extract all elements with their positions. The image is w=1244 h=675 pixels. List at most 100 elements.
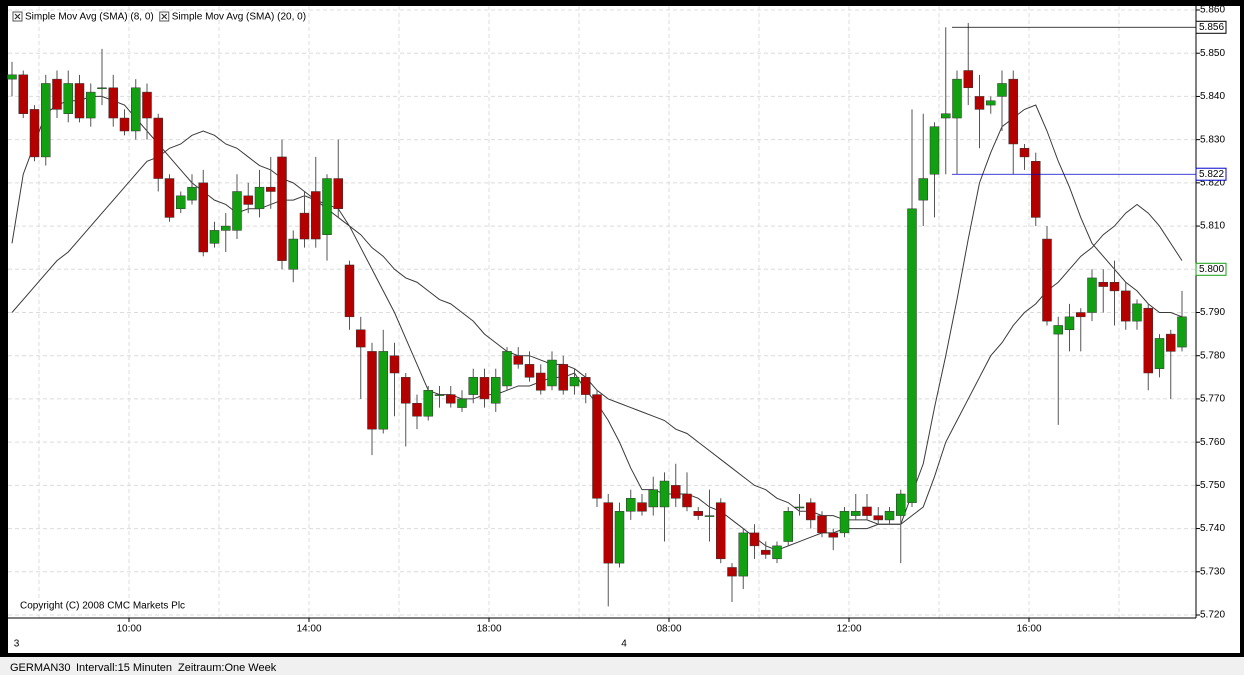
candle-body bbox=[1031, 161, 1041, 218]
candle-body bbox=[536, 372, 546, 391]
candle-body bbox=[1076, 312, 1086, 318]
candle-body bbox=[817, 515, 827, 534]
y-tick-label: 5.790 bbox=[1200, 307, 1225, 318]
legend-label: Simple Mov Avg (SMA) (20, 0) bbox=[172, 12, 306, 23]
candle-body bbox=[1064, 316, 1075, 331]
level-box bbox=[1195, 20, 1227, 34]
candle-body bbox=[963, 70, 973, 89]
candle-body bbox=[1019, 148, 1030, 158]
candle-body bbox=[772, 545, 782, 560]
day-label: 4 bbox=[621, 639, 627, 650]
candle-body bbox=[941, 113, 951, 119]
y-tick-label: 5.810 bbox=[1200, 221, 1225, 232]
candle-body bbox=[74, 83, 85, 119]
candle-body bbox=[1166, 333, 1176, 352]
candle-body bbox=[637, 502, 647, 512]
candle-body bbox=[581, 377, 591, 395]
candle-body bbox=[929, 126, 940, 175]
candle-body bbox=[389, 355, 400, 374]
x-tick-label: 08:00 bbox=[656, 624, 681, 635]
candle-body bbox=[513, 355, 523, 365]
candle-body bbox=[648, 489, 658, 508]
y-tick-label: 5.760 bbox=[1200, 437, 1225, 448]
x-tick-label: 18:00 bbox=[476, 624, 501, 635]
day-label: 3 bbox=[14, 639, 20, 650]
candle-body bbox=[839, 511, 850, 534]
candle-body bbox=[547, 359, 557, 387]
candle-body bbox=[671, 485, 681, 499]
candle-body bbox=[558, 364, 568, 391]
candle-body bbox=[412, 403, 422, 417]
candle-body bbox=[356, 329, 366, 348]
candle-body bbox=[884, 511, 895, 521]
candle-body bbox=[18, 74, 28, 114]
candle-body bbox=[716, 502, 726, 560]
candle-body bbox=[614, 511, 625, 564]
candle-body bbox=[997, 83, 1007, 97]
candle-body bbox=[873, 515, 883, 521]
candle-body bbox=[738, 532, 748, 577]
candle-body bbox=[311, 191, 321, 240]
candle-body bbox=[907, 208, 917, 503]
candle-body bbox=[851, 511, 861, 516]
y-tick-label: 5.770 bbox=[1200, 394, 1225, 405]
y-tick-label: 5.840 bbox=[1200, 91, 1225, 102]
candle-body bbox=[502, 351, 512, 387]
candle-body bbox=[1121, 290, 1131, 322]
candle-body bbox=[1008, 78, 1018, 145]
candle-body bbox=[1087, 277, 1097, 313]
candle-body bbox=[187, 186, 197, 201]
period: Zeitraum:One Week bbox=[178, 662, 277, 674]
candle-body bbox=[288, 238, 298, 270]
y-tick-label: 5.830 bbox=[1200, 134, 1225, 145]
candle-body bbox=[626, 498, 636, 512]
candle-body bbox=[378, 351, 388, 430]
candle-body bbox=[333, 178, 343, 210]
candle-body bbox=[176, 195, 186, 210]
candle-body bbox=[603, 502, 613, 564]
copyright: Copyright (C) 2008 CMC Markets Plc bbox=[20, 601, 185, 612]
candle-body bbox=[367, 351, 377, 430]
x-tick-label: 12:00 bbox=[836, 624, 861, 635]
y-tick-label: 5.740 bbox=[1200, 523, 1225, 534]
candle-body bbox=[164, 178, 175, 218]
candle-body bbox=[1132, 303, 1142, 322]
candle-body bbox=[524, 364, 535, 378]
candle-body bbox=[131, 87, 141, 132]
candle-body bbox=[918, 178, 928, 201]
interval: Intervall:15 Minuten bbox=[76, 662, 172, 674]
candle-body bbox=[401, 377, 411, 404]
candle-body bbox=[243, 195, 253, 205]
candle-body bbox=[1177, 316, 1187, 348]
level-label: 5.856 bbox=[1199, 22, 1224, 33]
y-tick-label: 5.850 bbox=[1200, 48, 1225, 59]
level-label: 5.822 bbox=[1199, 169, 1224, 180]
candle-body bbox=[1098, 282, 1108, 287]
candle-body bbox=[592, 394, 602, 499]
candle-body bbox=[1053, 325, 1063, 335]
candle-body bbox=[693, 511, 703, 516]
candle-body bbox=[682, 493, 692, 508]
candle-body bbox=[749, 532, 760, 547]
candle-body bbox=[896, 493, 906, 516]
candle-body bbox=[142, 91, 152, 119]
candle-body bbox=[862, 506, 872, 516]
candle-body bbox=[52, 78, 62, 110]
candle-body bbox=[322, 178, 332, 235]
legend-label: Simple Mov Avg (SMA) (8, 0) bbox=[25, 12, 154, 23]
candle-body bbox=[198, 182, 208, 253]
candle-body bbox=[1109, 282, 1120, 292]
y-tick-label: 5.820 bbox=[1200, 177, 1225, 188]
candle-body bbox=[1143, 307, 1153, 374]
legend-check bbox=[161, 13, 168, 20]
candle-body bbox=[86, 91, 96, 119]
candle-body bbox=[7, 74, 17, 80]
candle-body bbox=[468, 377, 478, 395]
level-box bbox=[1195, 167, 1227, 181]
candle-body bbox=[153, 117, 163, 179]
candle-body bbox=[974, 96, 985, 110]
candle-body bbox=[446, 394, 456, 404]
candle-body bbox=[1154, 338, 1165, 369]
x-tick-label: 16:00 bbox=[1016, 624, 1041, 635]
